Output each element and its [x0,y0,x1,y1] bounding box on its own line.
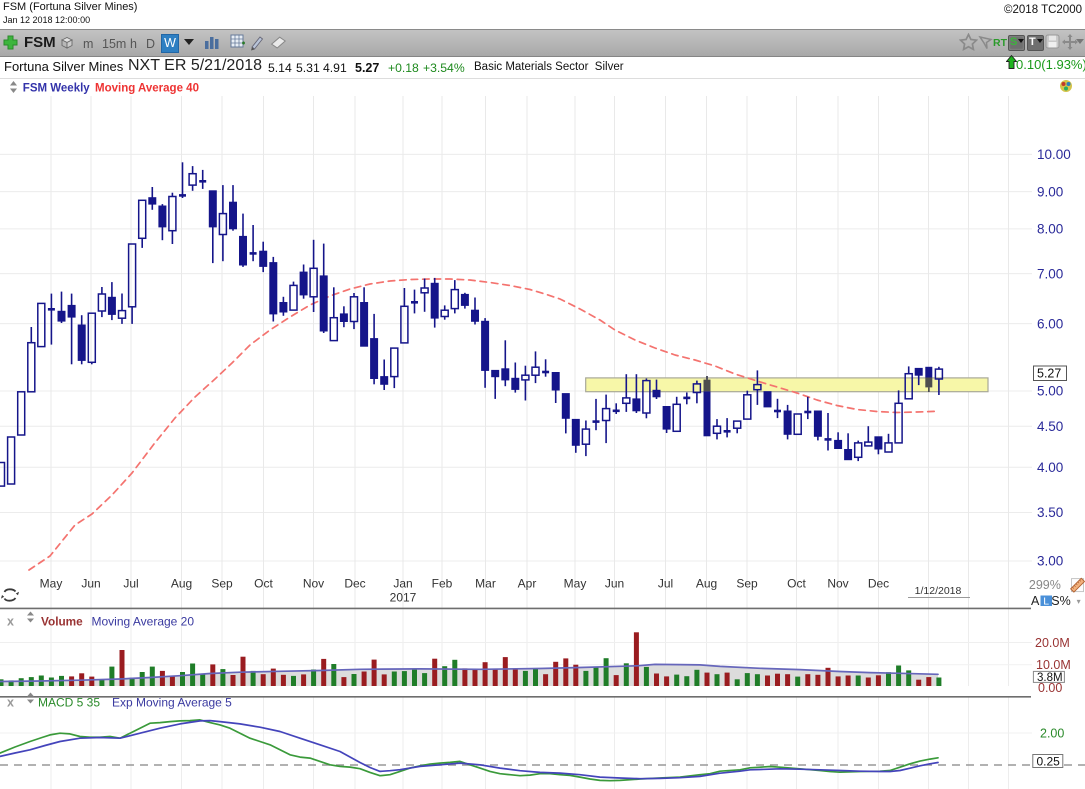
svg-text:A: A [1031,594,1040,608]
svg-text:10.00: 10.00 [1037,147,1071,162]
svg-text:0.25: 0.25 [1037,754,1061,768]
svg-text:FSM Weekly: FSM Weekly [23,83,90,95]
svg-text:Nov: Nov [303,577,324,591]
svg-text:Jan: Jan [393,577,412,591]
svg-text:Volume: Volume [41,615,83,629]
svg-text:Feb: Feb [432,577,453,591]
svg-text:3.00: 3.00 [1037,554,1063,569]
svg-text:Jun: Jun [605,577,624,591]
svg-text:3.8M: 3.8M [1037,672,1063,684]
svg-text:9.00: 9.00 [1037,184,1063,199]
svg-text:0.00: 0.00 [1038,681,1062,695]
svg-text:299%: 299% [1029,578,1061,592]
svg-text:10.0M: 10.0M [1036,658,1071,672]
svg-text:2.00: 2.00 [1040,727,1064,741]
svg-text:Jul: Jul [658,577,673,591]
svg-text:Sep: Sep [211,577,233,591]
svg-text:Dec: Dec [868,577,889,591]
svg-text:20.0M: 20.0M [1035,636,1070,650]
svg-text:3.50: 3.50 [1037,505,1063,520]
svg-text:Aug: Aug [171,577,192,591]
svg-text:Apr: Apr [518,577,537,591]
svg-text:1/12/2018: 1/12/2018 [915,585,962,597]
svg-text:Nov: Nov [827,577,848,591]
svg-text:May: May [40,577,63,591]
svg-text:Moving Average 40: Moving Average 40 [95,83,199,95]
svg-text:x: x [7,696,14,710]
svg-text:Jul: Jul [123,577,138,591]
svg-text:MACD 5 35: MACD 5 35 [38,696,100,710]
svg-text:Moving Average 20: Moving Average 20 [92,615,195,629]
svg-text:Dec: Dec [344,577,365,591]
svg-text:4.50: 4.50 [1037,419,1063,434]
svg-text:5.00: 5.00 [1037,384,1063,399]
svg-text:Oct: Oct [787,577,806,591]
svg-text:Mar: Mar [475,577,496,591]
svg-text:Sep: Sep [736,577,758,591]
svg-text:Exp Moving Average 5: Exp Moving Average 5 [112,696,232,710]
svg-text:Aug: Aug [696,577,717,591]
svg-text:S%: S% [1051,594,1070,608]
svg-text:▾: ▾ [1077,597,1081,606]
svg-text:4.00: 4.00 [1037,460,1063,475]
svg-text:Jun: Jun [81,577,100,591]
svg-text:Oct: Oct [254,577,273,591]
svg-text:8.00: 8.00 [1037,222,1063,237]
svg-text:7.00: 7.00 [1037,266,1063,281]
svg-text:x: x [7,615,14,629]
svg-text:5.27: 5.27 [1037,367,1061,381]
svg-text:6.00: 6.00 [1037,316,1063,331]
svg-text:2017: 2017 [390,591,417,605]
svg-text:L: L [1043,596,1049,608]
svg-text:May: May [564,577,587,591]
